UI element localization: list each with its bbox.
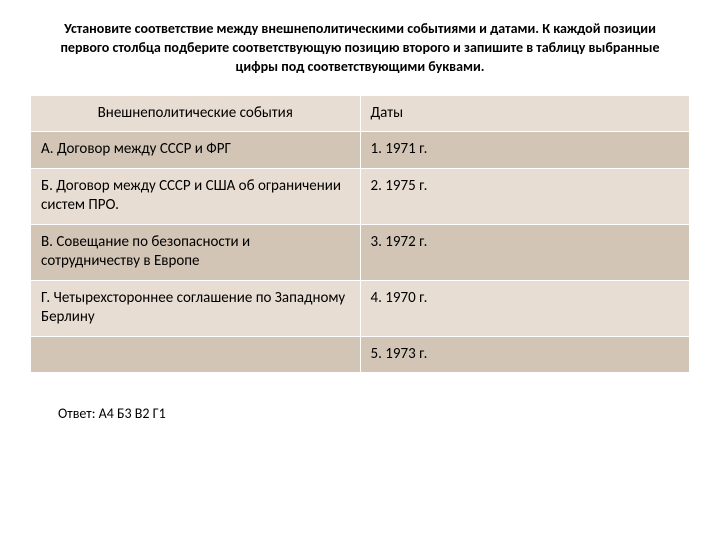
header-events: Внешнеполитические события <box>31 95 361 132</box>
date-cell: 2. 1975 г. <box>360 168 690 224</box>
table-header-row: Внешнеполитические события Даты <box>31 95 690 132</box>
date-cell: 3. 1972 г. <box>360 224 690 280</box>
event-cell <box>31 336 361 373</box>
event-cell: А. Договор между СССР и ФРГ <box>31 132 361 169</box>
event-cell: Б. Договор между СССР и США об ограничен… <box>31 168 361 224</box>
table-row: А. Договор между СССР и ФРГ 1. 1971 г. <box>31 132 690 169</box>
date-cell: 4. 1970 г. <box>360 280 690 336</box>
date-cell: 1. 1971 г. <box>360 132 690 169</box>
matching-table: Внешнеполитические события Даты А. Догов… <box>30 95 690 374</box>
table-row: В. Совещание по безопасности и сотруднич… <box>31 224 690 280</box>
event-cell: В. Совещание по безопасности и сотруднич… <box>31 224 361 280</box>
table-row: Г. Четырехстороннее соглашение по Западн… <box>31 280 690 336</box>
date-cell: 5. 1973 г. <box>360 336 690 373</box>
event-cell: Г. Четырехстороннее соглашение по Западн… <box>31 280 361 336</box>
header-dates: Даты <box>360 95 690 132</box>
task-title: Установите соответствие между внешнеполи… <box>30 20 690 77</box>
table-row: Б. Договор между СССР и США об ограничен… <box>31 168 690 224</box>
answer-text: Ответ: А4 Б3 В2 Г1 <box>30 405 690 422</box>
table-row: 5. 1973 г. <box>31 336 690 373</box>
